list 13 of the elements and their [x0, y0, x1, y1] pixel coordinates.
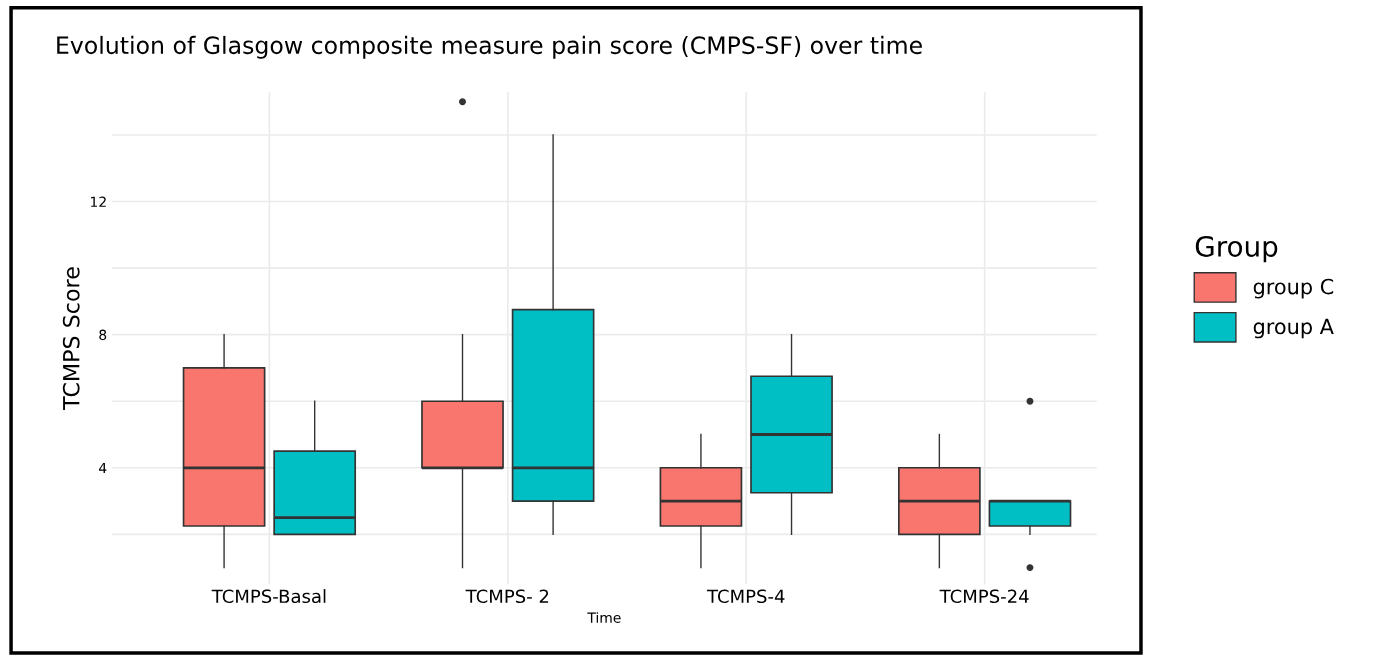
x-tick-label: TCMPS-4	[706, 589, 785, 604]
y-tick-label: 12	[91, 196, 106, 207]
legend-label: group A	[1253, 318, 1334, 339]
legend-label: group C	[1253, 278, 1334, 299]
x-tick-label: TCMPS-24	[939, 589, 1029, 604]
y-tick-label: 4	[99, 462, 107, 474]
x-axis-title: Time	[587, 612, 621, 623]
chart-title: Evolution of Glasgow composite measure pain score (CMPS-SF) over time	[57, 35, 922, 59]
x-tick-label: TCMPS- 2	[465, 589, 549, 604]
x-tick-label: TCMPS-Basal	[211, 589, 326, 604]
legend-title: Group	[1195, 235, 1278, 263]
y-tick-label: 8	[99, 329, 107, 341]
y-axis-title: TCMPS Score	[62, 267, 80, 410]
